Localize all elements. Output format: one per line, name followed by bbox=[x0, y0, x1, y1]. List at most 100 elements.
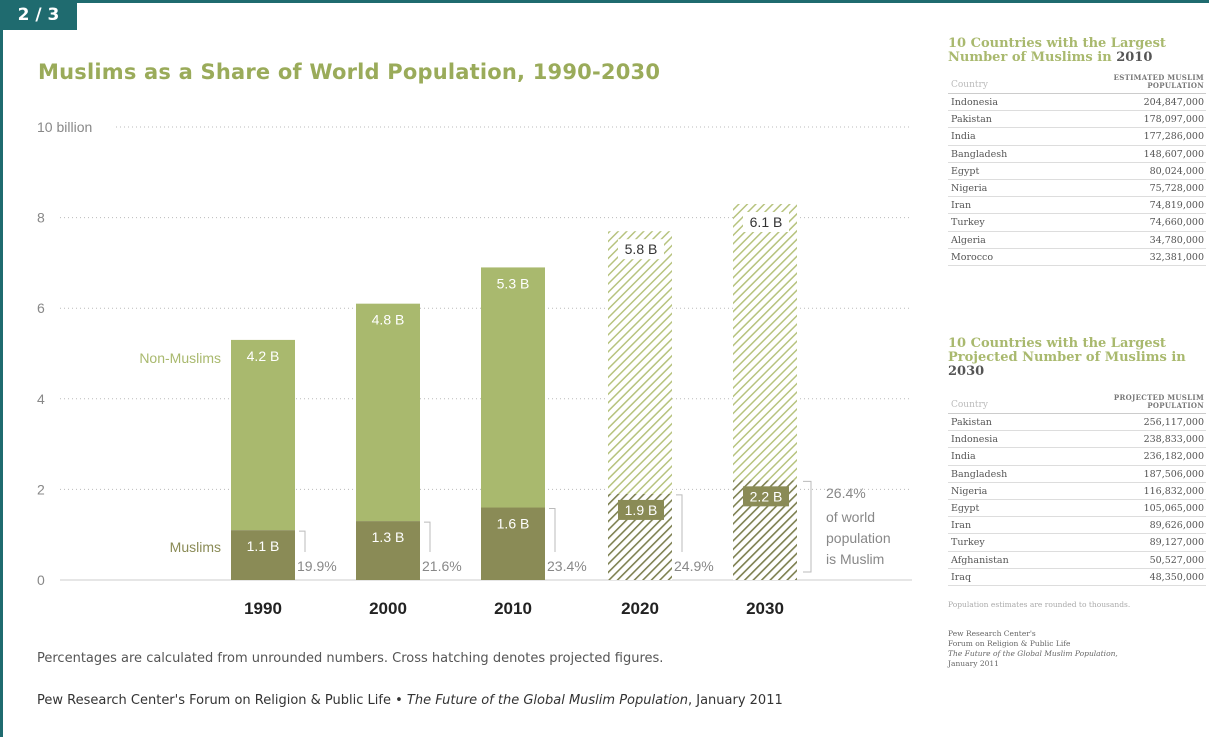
country-name: Pakistan bbox=[951, 417, 992, 428]
bar-muslims bbox=[231, 530, 295, 580]
country-name: Iran bbox=[951, 520, 972, 532]
table-2030-col-value: PROJECTED MUSLIM POPULATION bbox=[1113, 393, 1204, 410]
table-row: Pakistan 178,097,000 bbox=[948, 111, 1206, 129]
table-row: Indonesia 204,847,000 bbox=[948, 94, 1206, 112]
country-name: Iraq bbox=[951, 571, 972, 583]
table-row: India 177,286,000 bbox=[948, 128, 1206, 146]
country-name: Morocco bbox=[951, 251, 994, 263]
table-row: India 236,182,000 bbox=[948, 448, 1206, 466]
table-2030-body: Pakistan 256,117,000 Indonesia 238,833,000 I… bbox=[948, 414, 1206, 586]
population-value: 80,024,000 bbox=[1149, 165, 1204, 177]
series-label-muslims: Muslims bbox=[170, 539, 221, 555]
table-2010-col-country: Country bbox=[951, 80, 988, 90]
percent-bracket bbox=[676, 494, 683, 552]
population-value: 177,286,000 bbox=[1143, 131, 1204, 143]
country-name: Turkey bbox=[951, 537, 985, 549]
non-muslim-value-label: 5.8 B bbox=[625, 241, 658, 257]
percent-bracket bbox=[424, 521, 431, 552]
y-tick-label: 0 bbox=[37, 572, 45, 588]
table-row: Nigeria 75,728,000 bbox=[948, 180, 1206, 198]
country-name: Egypt bbox=[951, 502, 980, 514]
bar-non-muslims bbox=[356, 303, 420, 522]
country-name: India bbox=[951, 131, 976, 143]
bar-muslims bbox=[481, 507, 545, 580]
table-row: Turkey 74,660,000 bbox=[948, 214, 1206, 232]
muslim-value-label: 1.6 B bbox=[497, 516, 530, 532]
muslim-value-label: 2.2 B bbox=[750, 488, 783, 504]
x-tick-label: 2010 bbox=[494, 599, 532, 618]
table-row: Egypt 80,024,000 bbox=[948, 163, 1206, 180]
population-value: 187,506,000 bbox=[1143, 468, 1204, 480]
country-name: Bangladesh bbox=[951, 468, 1008, 480]
table-row: Pakistan 256,117,000 bbox=[948, 414, 1206, 432]
population-value: 256,117,000 bbox=[1143, 417, 1204, 428]
population-value: 238,833,000 bbox=[1143, 434, 1204, 446]
table-row: Egypt 105,065,000 bbox=[948, 500, 1206, 518]
table-row: Morocco 32,381,000 bbox=[948, 249, 1206, 266]
population-value: 74,819,000 bbox=[1149, 200, 1204, 212]
source-suffix: , January 2011 bbox=[687, 693, 783, 708]
population-value: 89,127,000 bbox=[1149, 537, 1204, 549]
table-row: Afghanistan 50,527,000 bbox=[948, 552, 1206, 569]
table-2010-col-value: ESTIMATED MUSLIM POPULATION bbox=[1113, 73, 1204, 90]
y-tick-label: 4 bbox=[37, 391, 45, 407]
country-name: Bangladesh bbox=[951, 148, 1008, 160]
population-value: 32,381,000 bbox=[1149, 251, 1204, 263]
bar-non-muslims bbox=[481, 267, 545, 508]
y-tick-label: 2 bbox=[37, 481, 45, 497]
country-name: Nigeria bbox=[951, 182, 988, 194]
percent-muslim-label: 26.4% bbox=[826, 485, 866, 501]
percent-bracket bbox=[803, 480, 812, 573]
population-value: 116,832,000 bbox=[1143, 485, 1204, 497]
y-tick-label: 10 billion bbox=[37, 119, 92, 135]
percent-bracket bbox=[549, 508, 556, 552]
chart-title: Muslims as a Share of World Population, … bbox=[38, 60, 661, 84]
table-2030-title: 10 Countries with the Largest Projected … bbox=[948, 336, 1186, 379]
country-name: India bbox=[951, 451, 976, 463]
bar-non-muslims bbox=[733, 204, 797, 481]
y-tick-label: 6 bbox=[37, 300, 45, 316]
bar-non-muslims bbox=[231, 339, 295, 531]
y-tick-label: 8 bbox=[37, 210, 45, 226]
source-title: The Future of the Global Muslim Populati… bbox=[406, 693, 688, 708]
population-value: 105,065,000 bbox=[1143, 502, 1204, 514]
source-prefix: Pew Research Center's Forum on Religion … bbox=[37, 693, 407, 708]
bar-muslims bbox=[356, 521, 420, 580]
population-value: 178,097,000 bbox=[1143, 114, 1204, 126]
bar-non-muslims bbox=[608, 231, 672, 494]
table-row: Indonesia 238,833,000 bbox=[948, 431, 1206, 449]
country-name: Indonesia bbox=[951, 97, 998, 108]
non-muslim-value-label: 5.3 B bbox=[497, 275, 530, 291]
table-row: Algeria 34,780,000 bbox=[948, 232, 1206, 249]
muslim-value-label: 1.3 B bbox=[372, 529, 405, 545]
label-bg bbox=[618, 499, 664, 520]
population-value: 34,780,000 bbox=[1149, 234, 1204, 246]
table-2010-panel: 10 Countries with the Largest Number of … bbox=[948, 37, 1206, 266]
population-value: 75,728,000 bbox=[1149, 182, 1204, 194]
slide-counter-badge: 2 / 3 bbox=[0, 0, 77, 30]
population-value: 148,607,000 bbox=[1143, 148, 1204, 160]
muslim-value-label: 1.1 B bbox=[247, 538, 280, 554]
percent-muslim-label: 23.4% bbox=[547, 558, 587, 574]
label-bg bbox=[618, 239, 664, 260]
table-row: Bangladesh 148,607,000 bbox=[948, 146, 1206, 163]
population-value: 50,527,000 bbox=[1149, 554, 1204, 566]
table-2010-body: Indonesia 204,847,000 Pakistan 178,097,000 I… bbox=[948, 94, 1206, 266]
percent-note-line: of world bbox=[826, 509, 875, 525]
x-tick-label: 2020 bbox=[621, 599, 659, 618]
muslim-value-label: 1.9 B bbox=[625, 502, 658, 518]
population-value: 89,626,000 bbox=[1149, 520, 1204, 532]
percent-muslim-label: 21.6% bbox=[422, 558, 462, 574]
x-tick-label: 2000 bbox=[369, 599, 407, 618]
chart-source: Pew Research Center's Forum on Religion … bbox=[37, 693, 783, 708]
table-2030-header: Country PROJECTED MUSLIM POPULATION bbox=[948, 379, 1206, 414]
label-bg bbox=[743, 212, 789, 233]
table-row: Bangladesh 187,506,000 bbox=[948, 466, 1206, 483]
table-row: Nigeria 116,832,000 bbox=[948, 483, 1206, 500]
country-name: Pakistan bbox=[951, 114, 992, 126]
country-name: Iran bbox=[951, 200, 972, 212]
non-muslim-value-label: 6.1 B bbox=[750, 214, 783, 230]
table-2030-panel: 10 Countries with the Largest Projected … bbox=[948, 337, 1206, 669]
table-2010-title: 10 Countries with the Largest Number of … bbox=[948, 36, 1166, 65]
right-panel-source: Pew Research Center's Forum on Religion … bbox=[948, 628, 1118, 668]
